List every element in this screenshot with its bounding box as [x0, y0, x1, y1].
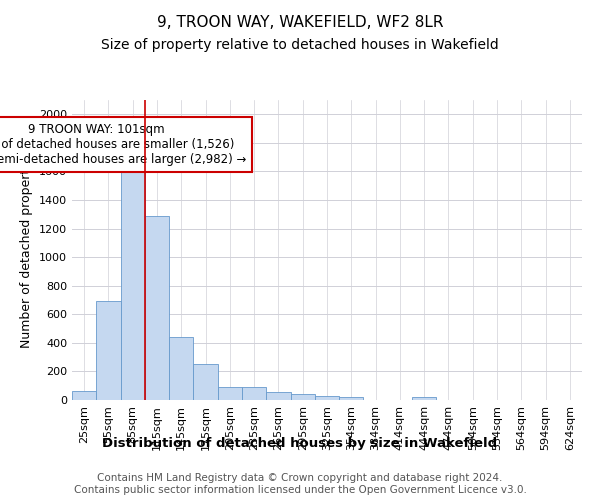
- Y-axis label: Number of detached properties: Number of detached properties: [20, 152, 34, 348]
- Bar: [96, 300, 121, 400]
- Bar: [266, 392, 290, 400]
- Text: 9 TROON WAY: 101sqm
← 34% of detached houses are smaller (1,526)
66% of semi-det: 9 TROON WAY: 101sqm ← 34% of detached ho…: [0, 123, 247, 166]
- Text: Distribution of detached houses by size in Wakefield: Distribution of detached houses by size …: [103, 438, 497, 450]
- Bar: [193, 364, 218, 400]
- Text: Contains HM Land Registry data © Crown copyright and database right 2024.
Contai: Contains HM Land Registry data © Crown c…: [74, 474, 526, 495]
- Bar: [121, 166, 145, 400]
- Bar: [412, 398, 436, 400]
- Bar: [169, 337, 193, 400]
- Bar: [315, 396, 339, 400]
- Bar: [72, 390, 96, 400]
- Text: 9, TROON WAY, WAKEFIELD, WF2 8LR: 9, TROON WAY, WAKEFIELD, WF2 8LR: [157, 15, 443, 30]
- Bar: [218, 387, 242, 400]
- Bar: [290, 394, 315, 400]
- Bar: [242, 387, 266, 400]
- Bar: [339, 398, 364, 400]
- Text: Size of property relative to detached houses in Wakefield: Size of property relative to detached ho…: [101, 38, 499, 52]
- Bar: [145, 216, 169, 400]
